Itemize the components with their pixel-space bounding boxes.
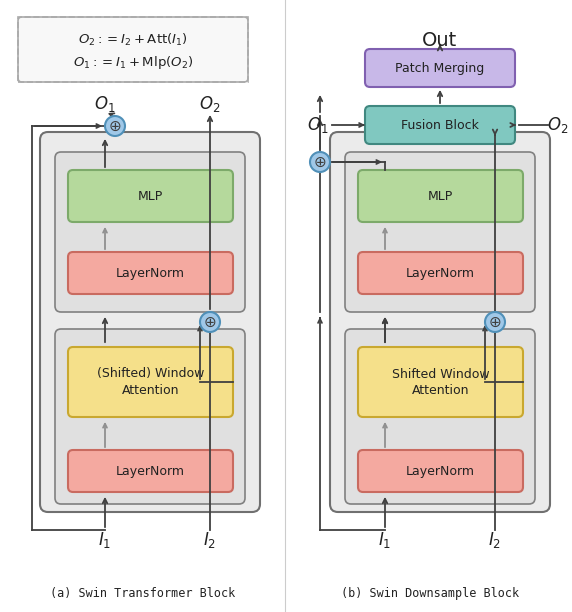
Text: Patch Merging: Patch Merging [395, 61, 484, 75]
Text: $\oplus$: $\oplus$ [488, 315, 502, 329]
FancyBboxPatch shape [365, 106, 515, 144]
FancyBboxPatch shape [358, 450, 523, 492]
Text: $\oplus$: $\oplus$ [313, 154, 327, 170]
Text: $\oplus$: $\oplus$ [203, 315, 217, 329]
Text: (Shifted) Window: (Shifted) Window [97, 367, 204, 381]
FancyBboxPatch shape [40, 132, 260, 512]
FancyBboxPatch shape [358, 347, 523, 417]
FancyBboxPatch shape [365, 49, 515, 87]
FancyBboxPatch shape [18, 17, 248, 82]
FancyBboxPatch shape [55, 152, 245, 312]
Text: MLP: MLP [138, 190, 163, 203]
FancyBboxPatch shape [330, 132, 550, 512]
Text: $I_1$: $I_1$ [98, 530, 112, 550]
Text: LayerNorm: LayerNorm [116, 465, 185, 477]
Text: MLP: MLP [428, 190, 453, 203]
Circle shape [310, 152, 330, 172]
Text: LayerNorm: LayerNorm [406, 266, 475, 280]
Text: $O_1 := I_1 + \mathrm{Mlp}(O_2)$: $O_1 := I_1 + \mathrm{Mlp}(O_2)$ [73, 53, 193, 70]
FancyBboxPatch shape [55, 329, 245, 504]
Text: $O_2$: $O_2$ [199, 94, 221, 114]
Text: (b) Swin Downsample Block: (b) Swin Downsample Block [341, 588, 519, 600]
Text: Attention: Attention [412, 384, 469, 397]
FancyBboxPatch shape [68, 170, 233, 222]
FancyBboxPatch shape [358, 170, 523, 222]
Text: $I_2$: $I_2$ [204, 530, 217, 550]
Text: (a) Swin Transformer Block: (a) Swin Transformer Block [50, 588, 236, 600]
Text: $O_2$: $O_2$ [547, 115, 569, 135]
Text: $O_1$: $O_1$ [94, 94, 116, 114]
FancyBboxPatch shape [358, 252, 523, 294]
Text: $I_2$: $I_2$ [488, 530, 502, 550]
FancyBboxPatch shape [68, 347, 233, 417]
Circle shape [105, 116, 125, 136]
FancyBboxPatch shape [68, 252, 233, 294]
FancyBboxPatch shape [345, 152, 535, 312]
Text: Attention: Attention [122, 384, 179, 397]
Text: $I_1$: $I_1$ [378, 530, 392, 550]
Text: $O_2 := I_2 + \mathrm{Att}(I_1)$: $O_2 := I_2 + \mathrm{Att}(I_1)$ [78, 32, 188, 48]
Text: LayerNorm: LayerNorm [406, 465, 475, 477]
Circle shape [200, 312, 220, 332]
Text: Fusion Block: Fusion Block [401, 119, 479, 132]
Text: $O_1$: $O_1$ [307, 115, 329, 135]
Text: $\oplus$: $\oplus$ [108, 119, 122, 133]
Text: Shifted Window: Shifted Window [392, 367, 489, 381]
FancyBboxPatch shape [68, 450, 233, 492]
FancyBboxPatch shape [345, 329, 535, 504]
Circle shape [485, 312, 505, 332]
Text: Out: Out [422, 31, 458, 50]
Text: LayerNorm: LayerNorm [116, 266, 185, 280]
